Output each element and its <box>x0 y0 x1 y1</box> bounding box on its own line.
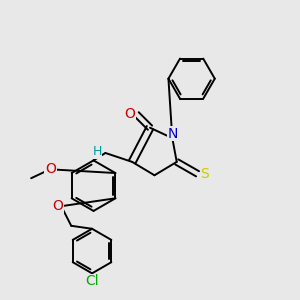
Text: O: O <box>124 107 136 121</box>
Text: O: O <box>52 200 63 214</box>
Text: O: O <box>45 162 56 176</box>
Text: N: N <box>168 127 178 141</box>
Text: Cl: Cl <box>85 274 99 288</box>
Text: S: S <box>201 167 209 181</box>
Text: H: H <box>92 145 102 158</box>
